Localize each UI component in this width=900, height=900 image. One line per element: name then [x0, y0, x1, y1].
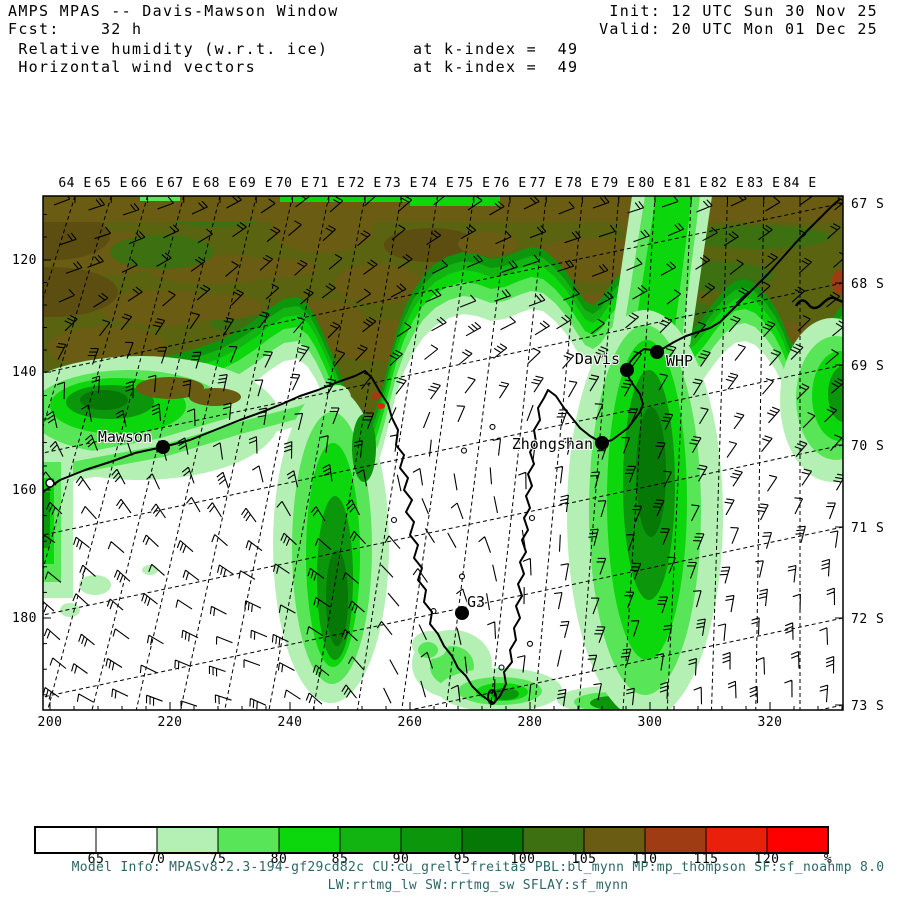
station-label-Zhongshan: Zhongshan [512, 435, 593, 453]
svg-text:64 E: 64 E [58, 176, 91, 191]
svg-text:67 S: 67 S [851, 197, 884, 212]
svg-text:69 E: 69 E [240, 176, 273, 191]
station-label-WHP: WHP [666, 352, 693, 370]
svg-text:72 S: 72 S [851, 612, 884, 627]
colorbar-label: 110 [633, 852, 658, 867]
svg-text:74 E: 74 E [421, 176, 454, 191]
colorbar-cell [156, 826, 219, 854]
colorbar-cell [522, 826, 585, 854]
station-label-G3: G3 [467, 593, 485, 611]
colorbar-cell [583, 826, 646, 854]
level-line-1: at k-index = 49 [413, 40, 579, 58]
colorbar-cell [644, 826, 707, 854]
svg-text:80 E: 80 E [638, 176, 671, 191]
station-label-Mawson: Mawson [98, 428, 152, 446]
svg-text:120: 120 [12, 253, 37, 268]
svg-text:84 E: 84 E [783, 176, 816, 191]
colorbar-cell [339, 826, 402, 854]
station-dot-Zhongshan [595, 436, 609, 450]
plot-title: AMPS MPAS -- Davis-Mawson Window [8, 2, 339, 20]
wind-barbs-layer [43, 196, 843, 710]
colorbar-cell [34, 826, 97, 854]
svg-text:240: 240 [278, 715, 303, 730]
colorbar-label: 105 [572, 852, 597, 867]
svg-text:82 E: 82 E [711, 176, 744, 191]
svg-text:300: 300 [638, 715, 663, 730]
field-line-2: Horizontal wind vectors [8, 58, 256, 76]
svg-text:77 E: 77 E [530, 176, 563, 191]
svg-text:73 E: 73 E [385, 176, 418, 191]
colorbar-label: 80 [271, 852, 288, 867]
station-label-Davis: Davis [575, 350, 620, 368]
colorbar-cell [461, 826, 524, 854]
svg-text:78 E: 78 E [566, 176, 599, 191]
model-info-line-2: LW:rrtmg_lw SW:rrtmg_sw SFLAY:sf_mynn [327, 878, 629, 893]
colorbar-label: 65 [88, 852, 105, 867]
colorbar-label: 70 [149, 852, 166, 867]
svg-text:67 E: 67 E [167, 176, 200, 191]
colorbar-label: 100 [511, 852, 536, 867]
svg-text:220: 220 [158, 715, 183, 730]
svg-text:260: 260 [398, 715, 423, 730]
colorbar-cell [400, 826, 463, 854]
colorbar-label: 75 [210, 852, 227, 867]
colorbar-label: 120 [755, 852, 780, 867]
colorbar-cell [217, 826, 280, 854]
svg-text:69 S: 69 S [851, 359, 884, 374]
svg-text:65 E: 65 E [95, 176, 128, 191]
stations-layer: Mawson Davis WHP Zhongshan G3 [97, 345, 694, 620]
svg-text:71 S: 71 S [851, 521, 884, 536]
svg-text:79 E: 79 E [602, 176, 635, 191]
colorbar-label: 115 [694, 852, 719, 867]
level-line-2: at k-index = 49 [413, 58, 579, 76]
field-line-1: Relative humidity (w.r.t. ice) [8, 40, 329, 58]
svg-text:160: 160 [12, 483, 37, 498]
station-dot-G3 [455, 606, 469, 620]
station-dot-WHP [650, 345, 664, 359]
map-axes: 64 E 65 E 66 E 67 E 68 E 69 E 70 E 71 E 72 E 73 E… [12, 176, 884, 730]
colorbar-cell [95, 826, 158, 854]
svg-text:320: 320 [758, 715, 783, 730]
svg-text:76 E: 76 E [493, 176, 526, 191]
svg-text:280: 280 [518, 715, 543, 730]
svg-text:140: 140 [12, 365, 37, 380]
colorbar-label: 95 [454, 852, 471, 867]
svg-text:68 E: 68 E [203, 176, 236, 191]
svg-text:200: 200 [38, 715, 63, 730]
colorbar-label: 90 [393, 852, 410, 867]
colorbar-cell [766, 826, 829, 854]
svg-text:72 E: 72 E [348, 176, 381, 191]
colorbar-label: 85 [332, 852, 349, 867]
svg-text:81 E: 81 E [675, 176, 708, 191]
svg-text:75 E: 75 E [457, 176, 490, 191]
svg-text:71 E: 71 E [312, 176, 345, 191]
svg-text:66 E: 66 E [131, 176, 164, 191]
svg-text:68 S: 68 S [851, 277, 884, 292]
svg-text:83 E: 83 E [747, 176, 780, 191]
colorbar: 65 70 75 80 85 90 95 100 105 110 115 120% [34, 826, 832, 867]
colorbar-cell [705, 826, 768, 854]
station-dot-Mawson [156, 440, 170, 454]
svg-text:70 S: 70 S [851, 439, 884, 454]
svg-text:70 E: 70 E [276, 176, 309, 191]
station-dot-Davis [620, 363, 634, 377]
fcst-line: Fcst: 32 h [8, 20, 143, 38]
lat-lon-graticule [43, 196, 843, 710]
colorbar-label: % [824, 852, 832, 867]
svg-text:73 S: 73 S [851, 699, 884, 714]
init-time: Init: 12 UTC Sun 30 Nov 25 [609, 2, 878, 20]
valid-time: Valid: 20 UTC Mon 01 Dec 25 [599, 20, 878, 38]
svg-text:180: 180 [12, 611, 37, 626]
model-info-line-1: Model Info: MPASv8.2.3-194-gf29cd82c CU:… [71, 860, 885, 875]
colorbar-cell [278, 826, 341, 854]
